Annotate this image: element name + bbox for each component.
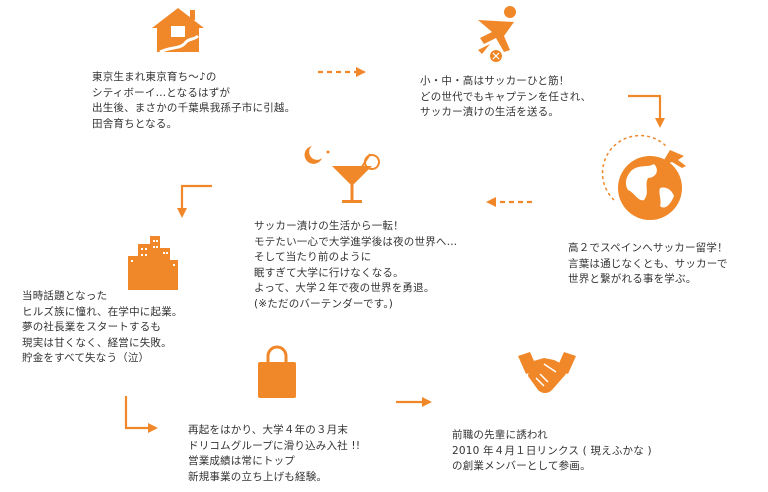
step-1-text: 東京生まれ東京育ち〜♪の シティボーイ…となるはずが 出生後、まさかの千葉県我孫… [92,71,296,130]
step-4-text: サッカー漬けの生活から一転！ モテたい一心で大学進学後は夜の世界へ… そして当た… [254,220,458,310]
soccer-player-icon [470,4,524,64]
step-6-text: 再起をはかり、大学４年の３月末 ドリコムグループに滑り込み入社 !! 営業成績は… [188,424,361,483]
step-7-text: 前職の先輩に誘われ 2010 年４月１日リンクス ( 現えふかな ) の創業メン… [452,429,652,472]
step-3-text: 高２でスペインへサッカー留学！ 言葉は通じなくとも、サッカーで 世界と繋がれる事… [568,242,728,285]
step-5-text: 当時話題となった ヒルズ族に憧れ、在学中に起業。 夢の社長業をスタートするも 現… [22,290,183,364]
cocktail-moon-icon [300,144,382,206]
shopping-bag-icon [256,345,298,400]
house-icon [150,6,206,56]
globe-plane-icon [601,134,694,224]
city-buildings-icon [124,234,180,290]
handshake-icon [516,350,578,398]
step-2-text: 小・中・高はサッカーひと筋！ どの世代でもキャプテンを任され、 サッカー漬けの生… [420,75,592,118]
